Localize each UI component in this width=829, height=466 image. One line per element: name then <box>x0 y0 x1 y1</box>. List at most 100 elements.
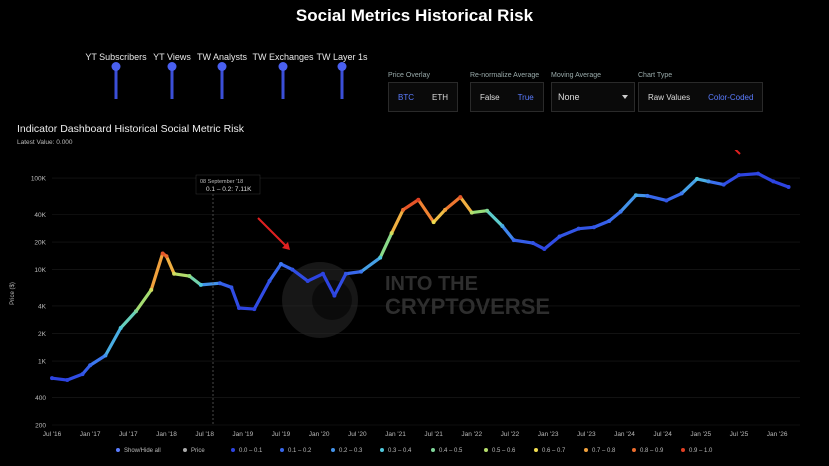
series-segment <box>619 193 638 214</box>
legend-item[interactable]: 0.5 – 0.6 <box>484 448 515 454</box>
series-segment <box>771 179 791 189</box>
slider-yt-views[interactable]: YT Views <box>132 52 212 99</box>
legend-dot-icon <box>681 448 685 453</box>
true-option[interactable]: True <box>517 92 534 102</box>
series-segment <box>218 281 233 289</box>
data-point <box>645 193 650 198</box>
legend-dot-icon <box>231 448 235 453</box>
series-segment <box>149 251 165 292</box>
x-tick-label: Jan '19 <box>232 431 253 438</box>
legend-dot-icon <box>584 448 588 453</box>
legend-item[interactable]: 0.6 – 0.7 <box>534 448 565 454</box>
legend-dot-icon <box>380 448 384 453</box>
legend-item[interactable]: 0.7 – 0.8 <box>584 448 615 454</box>
series-segment <box>359 256 382 274</box>
watermark-line1: INTO THE <box>385 273 478 295</box>
legend-label: 0.8 – 0.9 <box>640 448 664 454</box>
slider-label: YT Subscribers <box>85 52 147 62</box>
slider-handle[interactable] <box>278 62 288 71</box>
x-tick-label: Jan '18 <box>156 431 177 438</box>
data-point <box>679 191 684 196</box>
indicator-title: Indicator Dashboard Historical Social Me… <box>17 123 244 135</box>
slider-handle[interactable] <box>111 62 121 71</box>
legend-item[interactable]: 0.3 – 0.4 <box>380 448 411 454</box>
x-tick-label: Jan '25 <box>690 431 711 438</box>
series-segment <box>607 210 623 223</box>
series-segment <box>557 227 581 239</box>
series-segment <box>458 195 474 215</box>
legend-dot-icon <box>534 448 538 453</box>
y-tick-label: 2K <box>38 331 47 338</box>
data-point <box>389 231 394 236</box>
series-segment <box>416 198 436 224</box>
data-point <box>267 279 272 284</box>
chart-type-caption: Chart Type <box>638 72 673 79</box>
data-point <box>530 241 535 246</box>
series-segment <box>531 241 546 251</box>
moving-average-dropdown[interactable]: None <box>552 92 634 102</box>
legend-item[interactable]: 0.1 – 0.2 <box>280 448 311 454</box>
data-point <box>591 225 596 230</box>
legend-label: 0.7 – 0.8 <box>592 448 616 454</box>
price-overlay-control: Price Overlay BTC ETH <box>388 72 458 112</box>
slider-tw-exchanges[interactable]: TW Exchanges <box>243 52 323 99</box>
series-segment <box>290 267 310 283</box>
series-segment <box>88 353 108 367</box>
slider-yt-subscribers[interactable]: YT Subscribers <box>76 52 156 99</box>
series-segment <box>542 234 562 251</box>
slider-track[interactable] <box>114 65 118 99</box>
legend-item[interactable]: 0.0 – 0.1 <box>231 448 262 454</box>
raw-values-option[interactable]: Raw Values <box>648 92 691 102</box>
legend-item[interactable]: 0.9 – 1.0 <box>681 448 712 454</box>
series-segment <box>722 173 741 187</box>
x-tick-label: Jul '16 <box>43 431 62 438</box>
data-point <box>721 182 726 187</box>
legend-item[interactable]: 0.2 – 0.3 <box>331 448 362 454</box>
series-segment <box>65 372 85 382</box>
x-tick-label: Jul '21 <box>424 431 443 438</box>
data-point <box>511 238 516 243</box>
x-tick-label: Jul '20 <box>348 431 367 438</box>
slider-track[interactable] <box>340 65 344 99</box>
legend-label: 0.3 – 0.4 <box>388 448 412 454</box>
slider-track[interactable] <box>220 65 224 99</box>
series-segment <box>237 306 256 311</box>
moving-average-caption: Moving Average <box>551 72 602 79</box>
data-point <box>332 293 337 298</box>
color-coded-option[interactable]: Color-Coded <box>708 92 754 102</box>
data-point <box>237 306 241 311</box>
data-point <box>633 193 638 198</box>
eth-option[interactable]: ETH <box>432 92 448 102</box>
btc-option[interactable]: BTC <box>398 92 414 102</box>
data-point <box>80 372 85 377</box>
data-point <box>431 220 436 225</box>
legend-item[interactable]: 0.8 – 0.9 <box>632 448 663 454</box>
slider-track[interactable] <box>281 65 285 99</box>
legend-item[interactable]: Show/Hide all <box>116 448 161 454</box>
slider-tw-layer1s[interactable]: TW Layer 1s <box>302 52 382 99</box>
legend-item[interactable]: Price <box>183 448 205 454</box>
legend-dot-icon <box>331 448 335 453</box>
slider-handle[interactable] <box>217 62 227 71</box>
legend-item[interactable]: 0.4 – 0.5 <box>431 448 462 454</box>
chart-type-control: Chart Type Raw Values Color-Coded <box>638 72 764 112</box>
legend-dot-icon <box>280 448 284 453</box>
x-tick-label: Jul '23 <box>577 431 596 438</box>
data-point <box>217 281 222 286</box>
slider-handle[interactable] <box>167 62 177 71</box>
risk-series <box>50 171 791 383</box>
slider-label: TW Layer 1s <box>316 52 368 62</box>
slider-track[interactable] <box>170 65 174 99</box>
x-tick-label: Jan '26 <box>767 431 788 438</box>
data-point <box>278 262 283 267</box>
price-risk-chart[interactable]: INTO THE CRYPTOVERSE 100K 40K 20K 10K 4K 2K 1K… <box>0 150 829 448</box>
data-point <box>118 325 123 330</box>
series-segment <box>706 179 726 187</box>
data-point <box>133 309 138 314</box>
latest-value: Latest Value: 0.000 <box>17 139 73 146</box>
data-point <box>164 254 169 259</box>
false-option[interactable]: False <box>480 92 500 102</box>
slider-tw-analysts[interactable]: TW Analysts <box>182 52 262 99</box>
slider-handle[interactable] <box>337 62 347 71</box>
legend-label: Show/Hide all <box>124 448 161 454</box>
